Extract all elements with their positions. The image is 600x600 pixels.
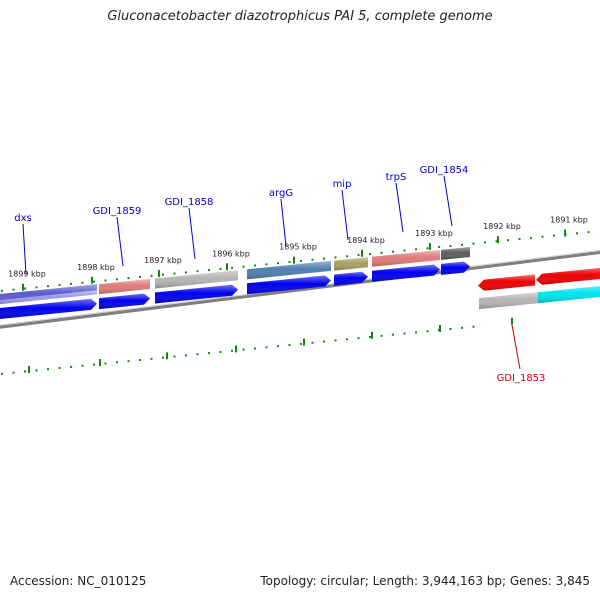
cds-arrow-reverse-2-shade	[536, 268, 600, 285]
accession-text: Accession: NC_010125	[10, 574, 147, 588]
gene-block-argG-shade	[247, 260, 331, 280]
kbp-label: 1899 kbp	[8, 270, 46, 279]
cds-arrow-GDI_1858-shade	[155, 284, 238, 304]
leader-line	[280, 198, 287, 247]
cds-arrow-GDI_1854-shade	[441, 261, 470, 275]
cds-arrow-trpS-shade	[372, 264, 440, 282]
leader-line	[511, 324, 521, 370]
leader-line	[116, 216, 124, 267]
gene-label-argG: argG	[269, 188, 293, 199]
gene-features	[0, 247, 600, 319]
gene-block-GDI_1859-shade	[99, 279, 150, 295]
gene-label-GDI_1859: GDI_1859	[93, 206, 142, 217]
leader-line	[341, 189, 349, 241]
leader-line	[443, 175, 453, 227]
genome-summary-text: Topology: circular; Length: 3,944,163 bp…	[260, 574, 590, 588]
map-title: Gluconacetobacter diazotrophicus PAI 5, …	[107, 9, 493, 24]
gene-block-trpS-shade	[372, 250, 440, 267]
leader-line	[22, 223, 27, 275]
gene-labels: dxs GDI_1859 GDI_1858 argG mip trpS GDI_1854 GD…	[14, 165, 545, 384]
gene-block-dxs-lower-shade	[0, 290, 97, 304]
leader-line	[395, 182, 404, 233]
cds-arrow-mip-shade	[334, 271, 368, 286]
gene-block-GDI_1853-shade	[479, 292, 538, 310]
gene-label-GDI_1853: GDI_1853	[497, 373, 546, 384]
cds-arrow-reverse-1-shade	[478, 274, 535, 291]
kbp-label: 1894 kbp	[347, 236, 385, 245]
rna-block-shade	[538, 286, 600, 304]
gene-label-GDI_1858: GDI_1858	[165, 197, 214, 208]
kbp-label: 1893 kbp	[415, 229, 453, 238]
gene-label-trpS: trpS	[386, 172, 407, 183]
leader-line	[188, 207, 196, 260]
cds-arrow-dxs-shade	[0, 298, 97, 319]
scale-ticks: 1899 kbp 1898 kbp 1897 kbp 1896 kbp 1895 kbp…	[1, 216, 590, 375]
gene-block-mip-shade	[334, 257, 368, 271]
cds-arrow-GDI_1859-shade	[99, 293, 150, 310]
gene-block-GDI_1858-shade	[155, 270, 238, 289]
kbp-label: 1895 kbp	[279, 243, 317, 252]
gene-label-GDI_1854: GDI_1854	[420, 165, 469, 176]
kbp-label: 1896 kbp	[212, 249, 250, 258]
kbp-label: 1892 kbp	[483, 222, 521, 231]
kbp-label: 1898 kbp	[77, 263, 115, 272]
cds-arrow-argG-shade	[247, 275, 331, 295]
gene-block-GDI_1854-shade	[441, 247, 470, 260]
gene-label-dxs: dxs	[14, 213, 31, 224]
kbp-label: 1897 kbp	[144, 256, 182, 265]
backbone-line	[0, 250, 600, 329]
gene-label-mip: mip	[333, 179, 352, 190]
kbp-label: 1891 kbp	[550, 216, 588, 225]
